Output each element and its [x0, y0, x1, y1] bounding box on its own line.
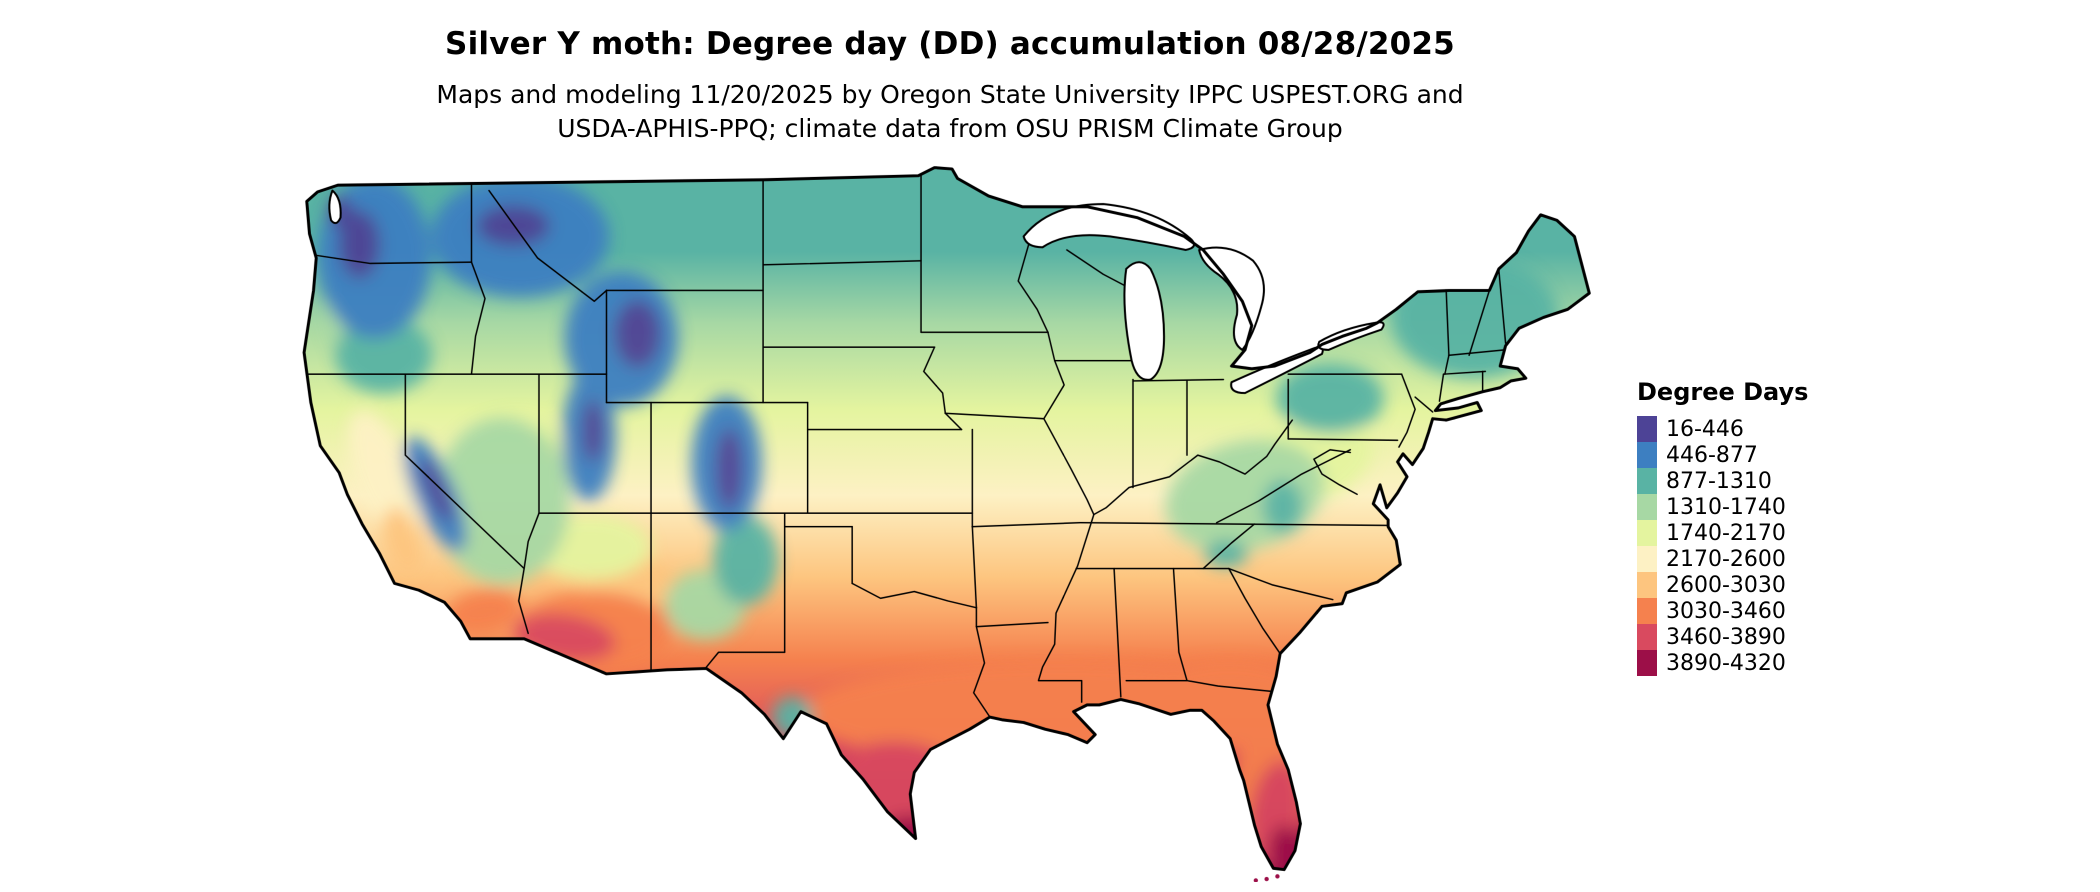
- legend-swatch: [1637, 442, 1657, 468]
- subtitle-line-1: Maps and modeling 11/20/2025 by Oregon S…: [436, 80, 1464, 109]
- us-degree-day-map: [302, 166, 1591, 882]
- legend-label: 2600-3030: [1666, 572, 1786, 598]
- legend-label: 3030-3460: [1666, 598, 1786, 624]
- legend-swatch: [1637, 598, 1657, 624]
- legend-swatch: [1637, 650, 1657, 676]
- legend-rows: 16-446 446-877 877-1310 1310-1740 1740-2170 2…: [1637, 416, 1808, 676]
- legend-entry: 16-446: [1637, 416, 1808, 442]
- legend-swatch: [1637, 520, 1657, 546]
- page-title: Silver Y moth: Degree day (DD) accumulat…: [445, 26, 1455, 62]
- page-subtitle: Maps and modeling 11/20/2025 by Oregon S…: [0, 78, 1900, 146]
- legend-entry: 877-1310: [1637, 468, 1808, 494]
- legend-swatch: [1637, 572, 1657, 598]
- legend-entry: 3030-3460: [1637, 598, 1808, 624]
- legend-label: 877-1310: [1666, 468, 1772, 494]
- legend-entry: 2600-3030: [1637, 572, 1808, 598]
- legend-label: 446-877: [1666, 442, 1758, 468]
- legend-swatch: [1637, 624, 1657, 650]
- legend-label: 3890-4320: [1666, 650, 1786, 676]
- legend-entry: 1740-2170: [1637, 520, 1808, 546]
- legend-label: 1740-2170: [1666, 520, 1786, 546]
- legend-swatch: [1637, 546, 1657, 572]
- legend-label: 2170-2600: [1666, 546, 1786, 572]
- legend-title: Degree Days: [1637, 378, 1809, 406]
- legend-entry: 1310-1740: [1637, 494, 1808, 520]
- legend-swatch: [1637, 468, 1657, 494]
- legend-entry: 3460-3890: [1637, 624, 1808, 650]
- legend-entry: 446-877: [1637, 442, 1808, 468]
- legend-swatch: [1637, 494, 1657, 520]
- legend-entry: 3890-4320: [1637, 650, 1808, 676]
- legend: Degree Days 16-446 446-877 877-1310 1310-17…: [1637, 378, 1808, 676]
- us-map-container: [300, 166, 1596, 882]
- map-header: Silver Y moth: Degree day (DD) accumulat…: [0, 26, 1900, 146]
- legend-label: 3460-3890: [1666, 624, 1786, 650]
- legend-swatch: [1637, 416, 1657, 442]
- subtitle-line-2: USDA-APHIS-PPQ; climate data from OSU PR…: [557, 114, 1343, 143]
- legend-label: 1310-1740: [1666, 494, 1786, 520]
- legend-entry: 2170-2600: [1637, 546, 1808, 572]
- legend-label: 16-446: [1666, 416, 1744, 442]
